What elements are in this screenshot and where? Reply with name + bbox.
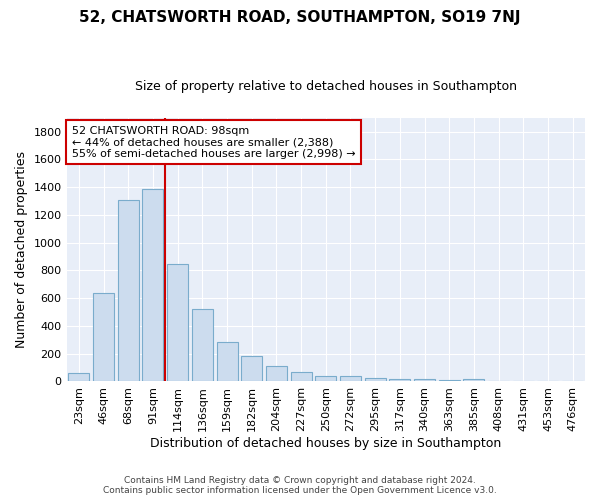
Text: Contains HM Land Registry data © Crown copyright and database right 2024.
Contai: Contains HM Land Registry data © Crown c… (103, 476, 497, 495)
Text: 52, CHATSWORTH ROAD, SOUTHAMPTON, SO19 7NJ: 52, CHATSWORTH ROAD, SOUTHAMPTON, SO19 7… (79, 10, 521, 25)
Bar (118, 200, 139, 382)
Bar (68, 373, 89, 382)
Bar (241, 356, 262, 382)
Bar (340, 376, 361, 382)
Y-axis label: Number of detached properties: Number of detached properties (15, 151, 28, 348)
Bar (389, 378, 410, 382)
Bar (365, 378, 386, 382)
Bar (315, 376, 336, 382)
Bar (266, 366, 287, 382)
Bar (414, 380, 435, 382)
X-axis label: Distribution of detached houses by size in Southampton: Distribution of detached houses by size … (150, 437, 502, 450)
Bar (93, 293, 114, 382)
Bar (290, 372, 311, 382)
Text: 52 CHATSWORTH ROAD: 98sqm
← 44% of detached houses are smaller (2,388)
55% of se: 52 CHATSWORTH ROAD: 98sqm ← 44% of detac… (72, 126, 355, 159)
Bar (167, 264, 188, 382)
Bar (217, 342, 238, 382)
Bar (142, 189, 163, 382)
Bar (439, 380, 460, 382)
Bar (463, 379, 484, 382)
Title: Size of property relative to detached houses in Southampton: Size of property relative to detached ho… (135, 80, 517, 93)
Bar (192, 309, 213, 382)
